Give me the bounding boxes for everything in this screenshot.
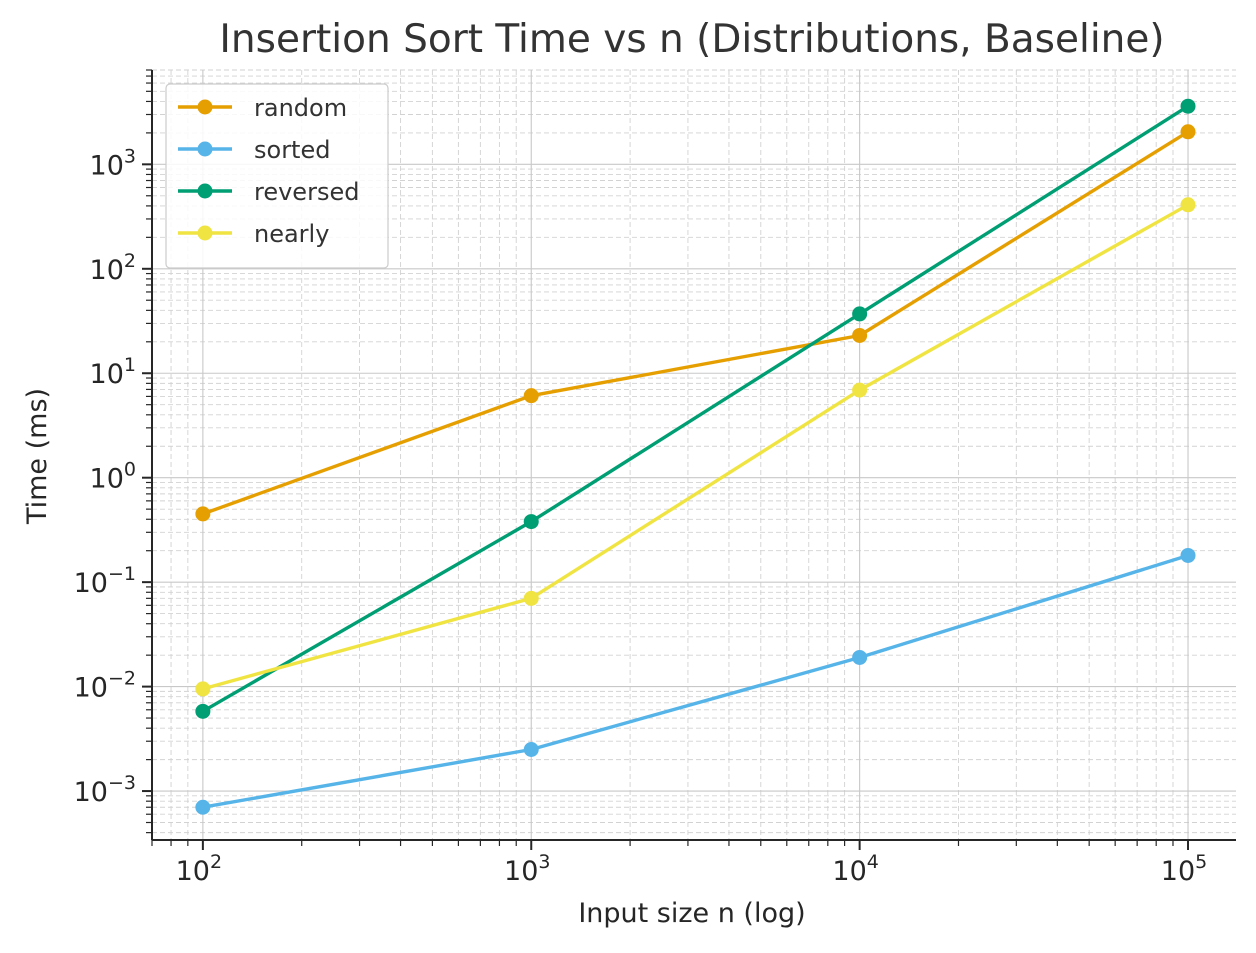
data-point-random <box>852 327 868 343</box>
y-axis-label: Time (ms) <box>22 388 53 525</box>
data-point-reversed <box>195 703 211 719</box>
legend-label: sorted <box>254 136 330 164</box>
legend-swatch-marker <box>197 141 213 157</box>
chart-title: Insertion Sort Time vs n (Distributions,… <box>219 17 1164 62</box>
legend-swatch-marker <box>197 183 213 199</box>
data-point-sorted <box>852 649 868 665</box>
data-point-reversed <box>523 514 539 530</box>
series-sorted <box>195 547 1196 815</box>
legend-item-nearly: nearly <box>178 220 329 248</box>
legend-label: random <box>254 94 347 122</box>
y-tick-label: 10−1 <box>74 563 136 599</box>
legend-item-random: random <box>178 94 347 122</box>
series-line-reversed <box>202 104 1189 713</box>
data-point-random <box>195 506 211 522</box>
data-point-sorted <box>195 799 211 815</box>
legend: random sorted reversed nearly <box>165 83 389 269</box>
y-tick-label: 10−2 <box>74 668 136 704</box>
legend-item-sorted: sorted <box>178 136 330 164</box>
data-point-sorted <box>523 741 539 757</box>
series-line-nearly <box>202 203 1189 691</box>
legend-swatch-marker <box>197 225 213 241</box>
y-tick-label: 10−3 <box>74 772 136 808</box>
legend-item-reversed: reversed <box>178 178 359 206</box>
series-random <box>195 124 1196 522</box>
series-line-random <box>202 130 1189 516</box>
axes: 102 103 104 105 10−3 10−2 10−1 100 101 102 103 <box>74 69 1236 887</box>
y-tick-label: 103 <box>90 145 136 181</box>
data-point-nearly <box>195 681 211 697</box>
data-point-nearly <box>523 590 539 606</box>
y-tick-label: 102 <box>90 250 136 286</box>
x-axis-label: Input size n (log) <box>578 898 805 929</box>
data-point-sorted <box>1180 547 1196 563</box>
series-reversed <box>195 98 1196 719</box>
x-tick-label: 102 <box>176 851 222 887</box>
y-tick-label: 101 <box>90 354 136 390</box>
y-tick-label: 100 <box>90 459 136 495</box>
data-point-random <box>523 388 539 404</box>
data-point-reversed <box>852 306 868 322</box>
data-point-nearly <box>1180 197 1196 213</box>
x-tick-label: 104 <box>832 851 878 887</box>
series-line-sorted <box>202 553 1189 809</box>
data-point-reversed <box>1180 98 1196 114</box>
x-tick-label: 103 <box>504 851 550 887</box>
data-point-nearly <box>852 382 868 398</box>
series-nearly <box>195 197 1196 697</box>
x-tick-label: 105 <box>1161 851 1207 887</box>
legend-label: nearly <box>254 220 329 248</box>
series-layer <box>195 98 1196 815</box>
legend-swatch-marker <box>197 99 213 115</box>
legend-box <box>165 83 389 269</box>
data-point-random <box>1180 124 1196 140</box>
legend-label: reversed <box>254 178 359 206</box>
